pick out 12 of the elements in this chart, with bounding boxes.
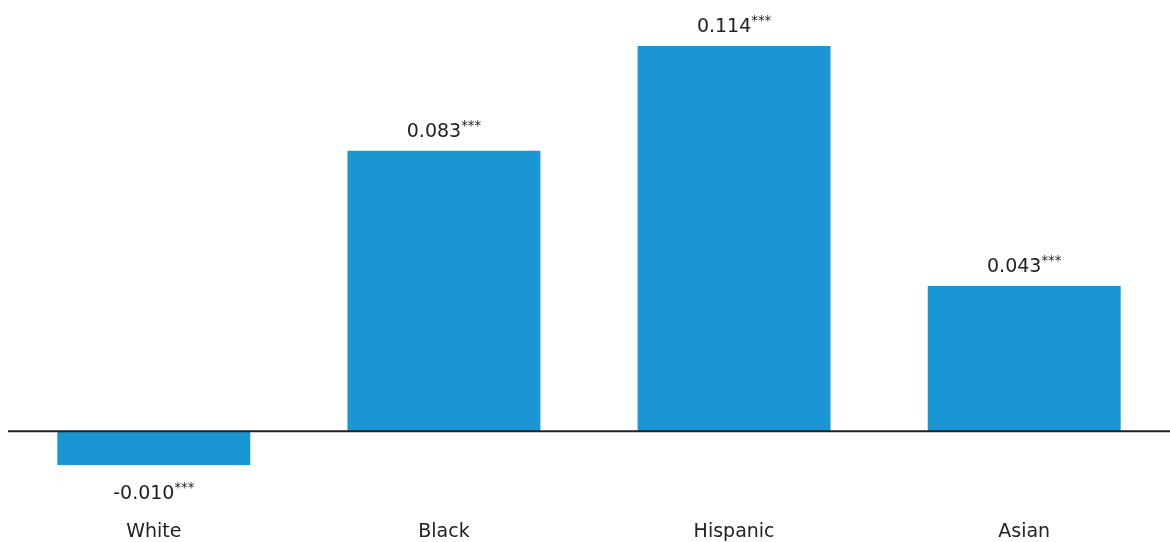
- bar: [927, 285, 1121, 432]
- bar: [637, 46, 831, 432]
- x-tick-label: White: [126, 519, 182, 541]
- bar: [57, 431, 251, 465]
- x-tick-label: Hispanic: [693, 519, 775, 541]
- data-label: 0.114$^{***}$: [696, 12, 772, 36]
- x-tick-label: Black: [418, 519, 470, 541]
- bar: [347, 150, 541, 432]
- x-tick-label: Asian: [998, 519, 1051, 541]
- data-label: 0.043$^{***}$: [987, 252, 1062, 276]
- data-label: -0.010$^{***}$: [113, 479, 195, 503]
- data-label: 0.083$^{***}$: [406, 117, 482, 141]
